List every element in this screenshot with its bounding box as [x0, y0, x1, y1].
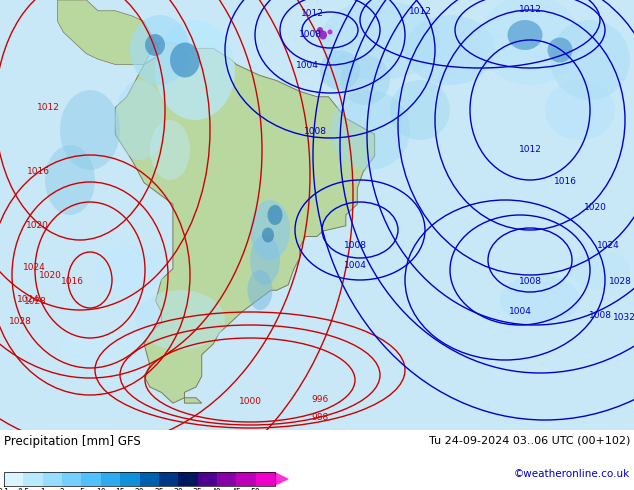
- Text: 1008: 1008: [304, 127, 327, 137]
- Text: 2: 2: [60, 488, 65, 490]
- Bar: [159, 472, 178, 486]
- Polygon shape: [58, 0, 155, 65]
- Ellipse shape: [390, 80, 450, 140]
- Ellipse shape: [268, 205, 283, 225]
- Text: Precipitation [mm] GFS: Precipitation [mm] GFS: [4, 435, 141, 448]
- Text: 45: 45: [231, 488, 241, 490]
- Text: 1020: 1020: [39, 270, 61, 279]
- Bar: [81, 472, 101, 486]
- Ellipse shape: [480, 0, 580, 85]
- Bar: [198, 472, 217, 486]
- Ellipse shape: [247, 270, 273, 310]
- Text: 1012: 1012: [519, 5, 541, 15]
- Text: 1020: 1020: [25, 220, 48, 229]
- Text: 40: 40: [212, 488, 222, 490]
- Text: 0.5: 0.5: [17, 488, 29, 490]
- Text: 1012: 1012: [408, 7, 432, 17]
- Text: 1004: 1004: [295, 60, 318, 70]
- Ellipse shape: [250, 235, 280, 285]
- Ellipse shape: [60, 90, 120, 170]
- Text: 1024: 1024: [16, 295, 39, 304]
- Text: 1004: 1004: [508, 308, 531, 317]
- Text: 1024: 1024: [23, 264, 46, 272]
- Text: 1016: 1016: [60, 277, 84, 287]
- Text: 1016: 1016: [27, 168, 49, 176]
- Bar: [139, 472, 159, 486]
- Bar: [256, 472, 275, 486]
- Bar: [101, 472, 120, 486]
- Text: 1008: 1008: [344, 241, 366, 249]
- Bar: [217, 472, 236, 486]
- Bar: [23, 472, 42, 486]
- Text: 25: 25: [154, 488, 164, 490]
- Ellipse shape: [548, 38, 573, 63]
- Ellipse shape: [145, 34, 165, 56]
- Text: 1008: 1008: [299, 30, 321, 40]
- Ellipse shape: [320, 0, 440, 80]
- Ellipse shape: [405, 15, 495, 85]
- Text: 35: 35: [193, 488, 202, 490]
- Ellipse shape: [60, 330, 140, 370]
- Ellipse shape: [155, 20, 235, 120]
- Text: 1016: 1016: [553, 177, 576, 187]
- Ellipse shape: [250, 200, 290, 260]
- Text: 1008: 1008: [519, 277, 541, 287]
- Ellipse shape: [570, 250, 630, 290]
- Polygon shape: [275, 472, 289, 486]
- Bar: [4, 472, 23, 486]
- Text: 5: 5: [79, 488, 84, 490]
- Ellipse shape: [500, 275, 580, 325]
- Text: 1012: 1012: [519, 146, 541, 154]
- Bar: [62, 472, 81, 486]
- Ellipse shape: [340, 55, 390, 105]
- Text: 20: 20: [134, 488, 145, 490]
- Text: 996: 996: [311, 395, 328, 405]
- Text: 1012: 1012: [301, 9, 323, 19]
- Text: 0.1: 0.1: [0, 488, 10, 490]
- Text: 988: 988: [311, 414, 328, 422]
- Text: 1028: 1028: [23, 297, 46, 307]
- Text: 1004: 1004: [344, 261, 366, 270]
- Text: 10: 10: [96, 488, 106, 490]
- Text: ©weatheronline.co.uk: ©weatheronline.co.uk: [514, 469, 630, 479]
- Ellipse shape: [262, 227, 274, 243]
- Text: Tu 24-09-2024 03..06 UTC (00+102): Tu 24-09-2024 03..06 UTC (00+102): [429, 435, 630, 445]
- Ellipse shape: [330, 90, 410, 170]
- Text: 30: 30: [173, 488, 183, 490]
- Ellipse shape: [319, 30, 327, 40]
- Bar: [236, 472, 256, 486]
- Ellipse shape: [545, 80, 615, 140]
- Bar: [120, 472, 139, 486]
- Ellipse shape: [507, 20, 543, 50]
- Ellipse shape: [328, 29, 332, 34]
- Text: 15: 15: [115, 488, 125, 490]
- Text: 1032: 1032: [612, 314, 634, 322]
- Ellipse shape: [170, 43, 200, 77]
- Text: 1012: 1012: [37, 103, 60, 113]
- Ellipse shape: [45, 145, 95, 215]
- Ellipse shape: [320, 50, 360, 90]
- Ellipse shape: [115, 80, 165, 160]
- Text: 50: 50: [251, 488, 261, 490]
- Ellipse shape: [135, 290, 225, 350]
- Ellipse shape: [150, 120, 190, 180]
- Text: 1: 1: [41, 488, 45, 490]
- Text: 1000: 1000: [238, 397, 261, 407]
- Ellipse shape: [95, 245, 165, 295]
- Bar: [42, 472, 62, 486]
- Bar: [178, 472, 198, 486]
- Text: 1020: 1020: [583, 203, 607, 213]
- Text: 1024: 1024: [597, 241, 619, 249]
- Text: 1028: 1028: [609, 277, 631, 287]
- Ellipse shape: [550, 20, 630, 100]
- Polygon shape: [115, 43, 375, 403]
- Text: 1008: 1008: [588, 311, 612, 319]
- Text: 1028: 1028: [9, 318, 32, 326]
- Ellipse shape: [317, 27, 323, 33]
- Ellipse shape: [130, 15, 190, 85]
